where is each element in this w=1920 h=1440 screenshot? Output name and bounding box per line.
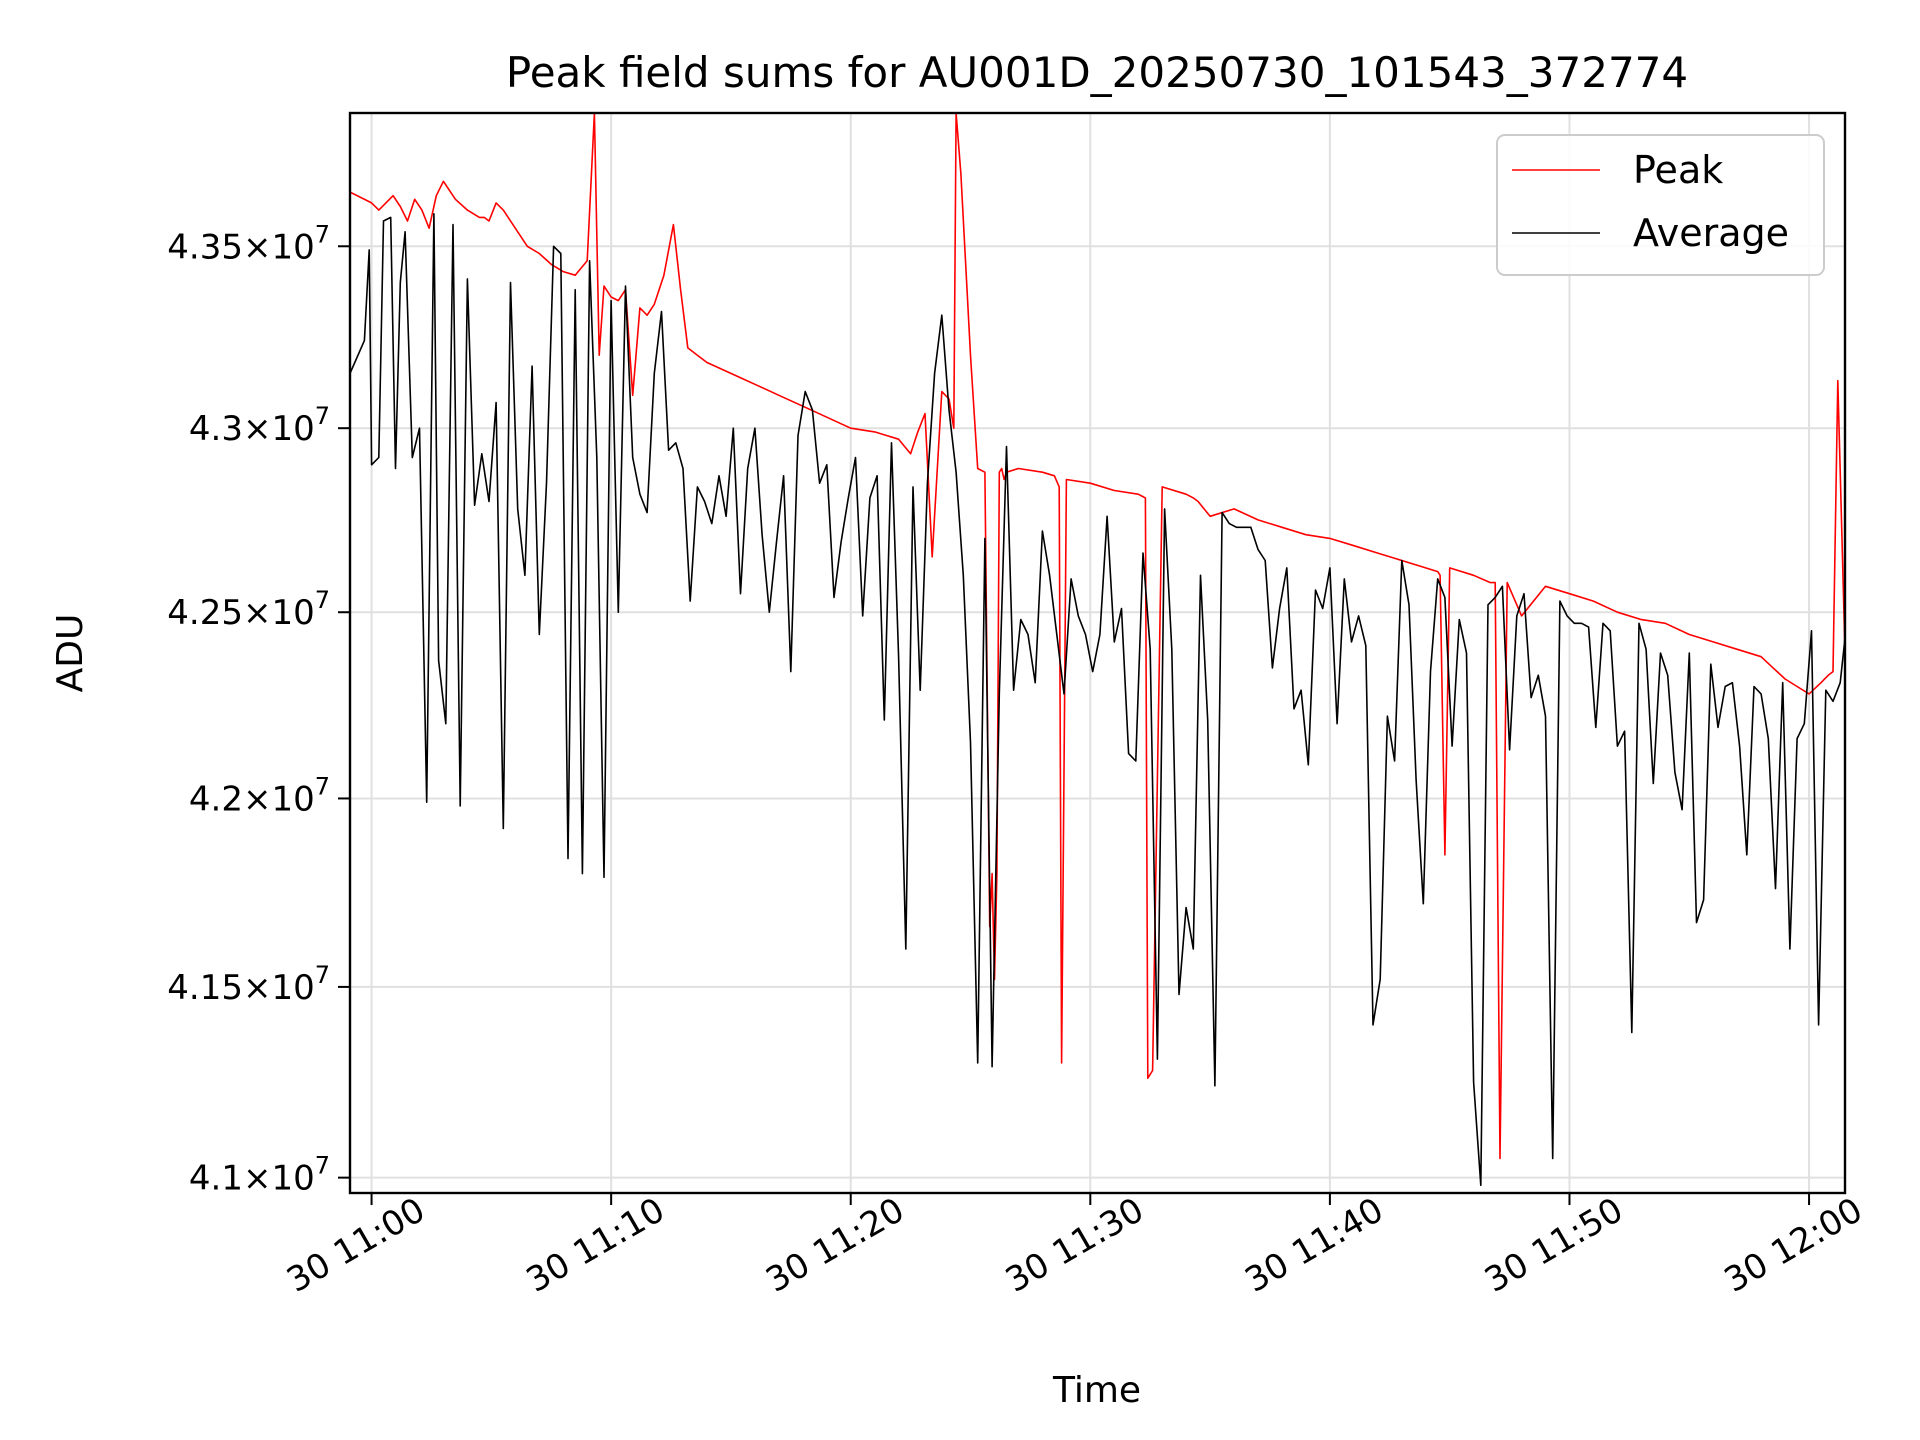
y-tick-exponent: 7 [315,1152,330,1180]
plot-area [350,113,1845,1187]
y-axis: 4.1×1074.15×1074.2×1074.25×1074.3×1074.3… [167,220,350,1199]
y-tick-label: 4.3×107 [189,402,330,449]
grid-lines [350,113,1845,1193]
y-tick-times: ×10 [243,968,315,1008]
series-layer [350,113,1845,1187]
y-tick-exponent: 7 [315,586,330,614]
y-tick-label: 4.15×107 [167,961,330,1008]
y-tick-label: 4.1×107 [189,1152,330,1199]
y-tick-times: ×10 [243,227,315,267]
y-tick-mantissa: 4.15 [167,968,243,1008]
legend-average-label: Average [1633,211,1789,255]
y-tick-times: ×10 [243,779,315,819]
y-tick-exponent: 7 [315,402,330,430]
y-axis-label: ADU [50,614,91,693]
chart-title: Peak field sums for AU001D_20250730_1015… [506,48,1688,97]
y-tick-mantissa: 4.1 [189,1159,243,1199]
legend-peak-label: Peak [1633,148,1723,192]
y-tick-times: ×10 [243,409,315,449]
series-line-peak [350,113,1845,1160]
y-tick-exponent: 7 [315,220,330,248]
y-tick-label: 4.35×107 [167,220,330,267]
y-tick-mantissa: 4.25 [167,593,243,633]
y-tick-mantissa: 4.3 [189,409,243,449]
y-tick-times: ×10 [243,593,315,633]
y-tick-mantissa: 4.35 [167,227,243,267]
y-tick-label: 4.2×107 [189,772,330,819]
x-axis-label: Time [1052,1370,1141,1411]
legend: Peak Average [1496,134,1825,276]
y-tick-exponent: 7 [315,772,330,800]
y-tick-times: ×10 [243,1159,315,1199]
y-tick-mantissa: 4.2 [189,779,243,819]
plot-frame [348,111,1847,1195]
y-tick-label: 4.25×107 [167,586,330,633]
y-tick-exponent: 7 [315,961,330,989]
series-line-average [350,213,1845,1187]
